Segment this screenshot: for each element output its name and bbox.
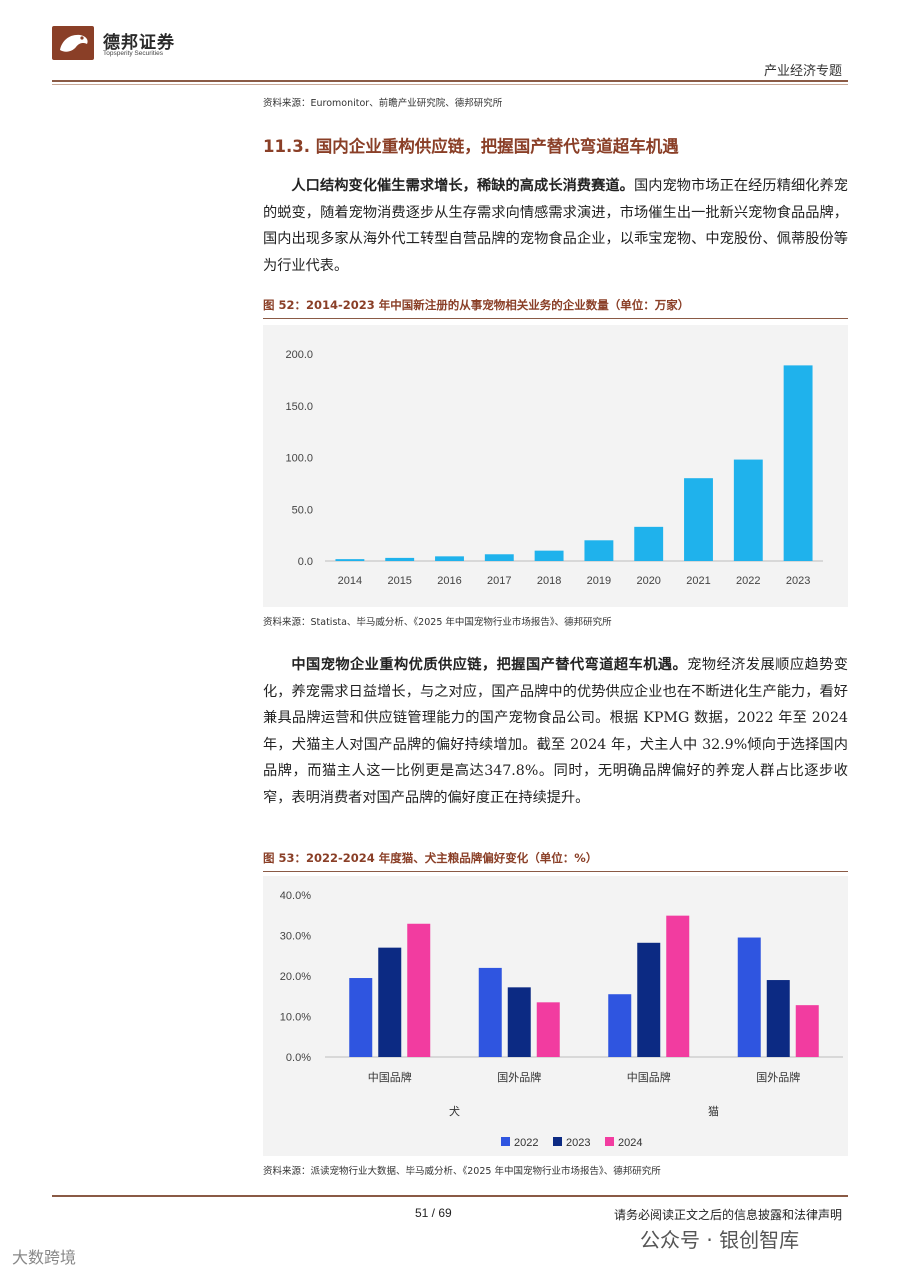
figure-53-source: 资料来源：派读宠物行业大数据、毕马威分析、《2025 年中国宠物行业市场报告》、…: [263, 1166, 661, 1177]
figure-53-caption: 图 53：2022-2024 年度猫、犬主粮品牌偏好变化（单位：%）: [263, 851, 598, 865]
bar: [584, 540, 614, 561]
bar: [634, 526, 664, 561]
y-tick-label: 200.0: [285, 349, 313, 361]
figure-52-source: 资料来源：Statista、毕马威分析、《2025 年中国宠物行业市场报告》、德…: [263, 617, 612, 628]
y-tick-label: 50.0: [292, 504, 313, 516]
bar: [349, 978, 373, 1057]
figure-52-svg: 0.0 50.0 100.0 150.0 200.0 2014 2015 2016 2017 20…: [285, 349, 823, 587]
x-tick-label: 2023: [786, 575, 810, 587]
x-tick-label: 2015: [387, 575, 411, 587]
y-tick-label: 40.0%: [280, 890, 311, 902]
bar: [435, 556, 464, 561]
bar: [795, 1005, 819, 1057]
x-tick-label: 中国品牌: [627, 1070, 671, 1084]
footer-disclaimer: 请务必阅读正文之后的信息披露和法律声明: [613, 1208, 842, 1222]
bar: [407, 923, 431, 1057]
legend-label: 2023: [566, 1137, 590, 1149]
figure-53-chart: 0.0% 10.0% 20.0% 30.0% 40.0% 中国品牌 国外品牌 中国品牌 国外品牌…: [263, 876, 848, 1156]
bar: [608, 994, 632, 1057]
x-tick-label: 2020: [636, 575, 660, 587]
y-tick-label: 0.0: [298, 556, 313, 568]
bar: [637, 942, 661, 1057]
legend-label: 2022: [514, 1137, 538, 1149]
x-tick-label: 中国品牌: [368, 1070, 412, 1084]
x-tick-label: 2018: [537, 575, 561, 587]
x-tick-label: 国外品牌: [756, 1070, 800, 1084]
bar: [783, 365, 813, 561]
bar: [536, 1002, 560, 1057]
bar: [385, 557, 415, 561]
x-tick-label: 2014: [338, 575, 362, 587]
paragraph-1-lead: 人口结构变化催生需求增长，稀缺的高成长消费赛道。: [291, 178, 634, 194]
legend-swatch: [501, 1137, 510, 1146]
bar: [378, 947, 402, 1057]
watermark-right: 公众号 · 银创智库: [640, 1228, 800, 1252]
bar: [733, 459, 763, 561]
y-tick-label: 30.0%: [280, 931, 311, 943]
source-note-top: 资料来源：Euromonitor、前瞻产业研究院、德邦研究所: [263, 98, 503, 109]
bar: [684, 478, 713, 561]
x-tick-label: 国外品牌: [497, 1070, 541, 1084]
legend-swatch: [605, 1137, 614, 1146]
x-tick-label: 2016: [437, 575, 461, 587]
bar: [666, 915, 690, 1057]
logo-text-cn: 德邦证券: [103, 33, 175, 53]
legend-label: 2024: [618, 1137, 642, 1149]
company-logo-icon: [52, 26, 94, 60]
bar: [534, 550, 564, 561]
paragraph-1: 人口结构变化催生需求增长，稀缺的高成长消费赛道。国内宠物市场正在经历精细化养宠的…: [263, 173, 848, 279]
figure-52-chart: 0.0 50.0 100.0 150.0 200.0 2014 2015 2016 2017 20…: [263, 325, 848, 607]
bar: [737, 937, 761, 1057]
watermark-left: 大数跨境: [12, 1248, 77, 1267]
y-tick-label: 0.0%: [286, 1052, 311, 1064]
paragraph-2-lead: 中国宠物企业重构优质供应链，把握国产替代弯道超车机遇。: [291, 657, 688, 673]
figure-53-svg: 0.0% 10.0% 20.0% 30.0% 40.0% 中国品牌 国外品牌 中国品牌 国外品牌…: [280, 890, 843, 1149]
bar: [335, 559, 365, 561]
bar: [766, 980, 790, 1057]
figure-53-rule: [263, 871, 848, 872]
footer-rule: [52, 1195, 848, 1197]
logo-text-en: Topsperity Securities: [103, 50, 163, 57]
x-tick-label: 2017: [487, 575, 511, 587]
header-rule-thin: [52, 84, 848, 85]
y-tick-label: 150.0: [285, 401, 313, 413]
figure-52-rule: [263, 318, 848, 319]
legend-swatch: [553, 1137, 562, 1146]
bar: [478, 967, 502, 1057]
header-section-label: 产业经济专题: [763, 64, 842, 79]
header-rule: [52, 80, 848, 82]
y-tick-label: 100.0: [285, 453, 313, 465]
group-label: 犬: [449, 1104, 460, 1118]
paragraph-2-body: 宠物经济发展顺应趋势变化，养宠需求日益增长，与之对应，国产品牌中的优势供应企业也…: [263, 657, 848, 806]
y-tick-label: 20.0%: [280, 971, 311, 983]
page-number: 51 / 69: [415, 1206, 452, 1220]
x-tick-label: 2022: [736, 575, 760, 587]
paragraph-2: 中国宠物企业重构优质供应链，把握国产替代弯道超车机遇。宠物经济发展顺应趋势变化，…: [263, 652, 848, 811]
bar: [484, 554, 514, 561]
bar: [507, 987, 531, 1057]
figure-52-caption: 图 52：2014-2023 年中国新注册的从事宠物相关业务的企业数量（单位：万…: [263, 298, 690, 312]
x-tick-label: 2019: [587, 575, 611, 587]
section-title: 11.3. 国内企业重构供应链，把握国产替代弯道超车机遇: [263, 137, 679, 156]
group-label: 猫: [708, 1105, 719, 1118]
paragraph-1-body: 国内宠物市场正在经历精细化养宠的蜕变，随着宠物消费逐步从生存需求向情感需求演进，…: [263, 178, 848, 274]
x-tick-label: 2021: [686, 575, 710, 587]
y-tick-label: 10.0%: [280, 1012, 311, 1024]
